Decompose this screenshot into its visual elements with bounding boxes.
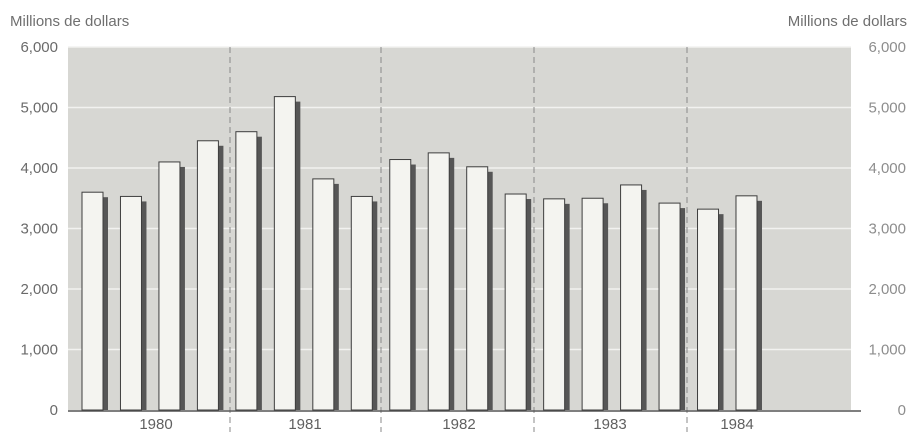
bar [581,197,609,411]
bar [466,166,493,411]
bar [158,161,185,411]
y-tick-label-left: 1,000 [20,342,58,359]
bar [389,159,416,411]
y-tick-label-left: 2,000 [20,281,58,298]
left-axis-title: Millions de dollars [10,13,130,30]
bar-face [389,159,412,411]
bar-face [350,195,373,411]
bar-face [273,96,296,411]
y-tick-label-left: 6,000 [20,39,58,56]
year-label: 1983 [593,416,626,433]
right-axis-title: Millions de dollars [787,13,907,30]
bar-face [504,193,527,411]
bar-face [81,191,104,411]
bar-face [543,198,566,411]
y-tick-label-right: 2,000 [868,281,906,298]
y-tick-label-left: 3,000 [20,221,58,238]
bar-face [658,202,681,411]
y-tick-label-left: 0 [50,402,58,419]
bar [504,193,532,411]
y-tick-label-right: 5,000 [868,100,906,117]
bar [235,131,262,411]
year-label: 1980 [139,416,172,433]
y-tick-label-left: 4,000 [20,160,58,177]
bar-face [427,152,450,411]
bar-face [697,208,720,411]
y-tick-label-right: 3,000 [868,221,906,238]
year-label: 1982 [442,416,475,433]
bar [350,195,378,411]
bar [119,195,147,411]
bar-face [620,184,643,411]
bar-face [312,178,335,411]
bar [543,198,570,411]
y-tick-label-right: 1,000 [868,342,906,359]
bar [427,152,455,411]
bar [697,208,724,411]
bar [196,140,224,411]
y-tick-label-right: 4,000 [868,160,906,177]
bar-face [119,195,142,411]
bar [620,184,647,411]
bar [81,191,108,411]
y-tick-label-right: 6,000 [868,39,906,56]
year-label: 1981 [288,416,321,433]
bar-face [735,195,758,411]
bar [735,195,762,411]
y-tick-label-left: 5,000 [20,100,58,117]
bar-face [196,140,219,411]
year-label: 1984 [720,416,753,433]
bar [658,202,686,411]
bar [273,96,301,411]
bar-face [158,161,181,411]
bar-face [466,166,489,411]
bar [312,178,339,411]
bar-face [581,197,604,411]
y-tick-label-right: 0 [898,402,906,419]
bar-face [235,131,258,411]
